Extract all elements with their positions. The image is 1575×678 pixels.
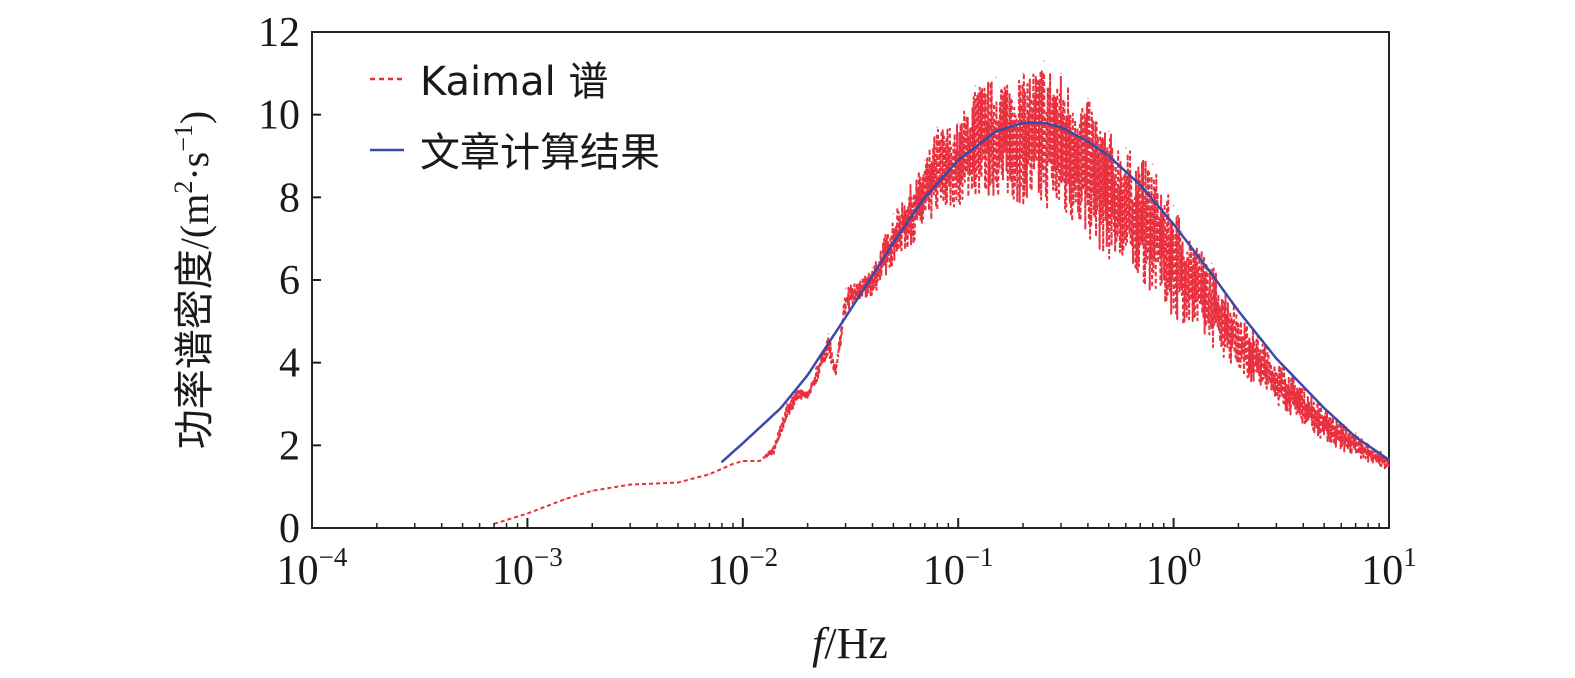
- computed-point: [779, 407, 782, 410]
- series-kaimal-line: [493, 69, 1390, 525]
- kaimal-point: [936, 126, 939, 128]
- kaimal-point: [844, 287, 847, 290]
- kaimal-point: [957, 122, 959, 124]
- y-tick-label-6: 6: [279, 258, 300, 304]
- kaimal-point: [1125, 146, 1127, 149]
- kaimal-point: [564, 498, 567, 500]
- computed-point: [1210, 272, 1213, 275]
- computed-point: [1172, 223, 1175, 226]
- kaimal-point: [1022, 72, 1024, 75]
- axis-layer: 0 2 4 6 8 10 12 10−4 10−3 10−2 10−1 100 101: [258, 10, 1417, 594]
- computed-point: [720, 460, 723, 463]
- x-tick-label: 10−1: [923, 542, 994, 594]
- legend-label-kaimal: Kaimal 谱: [420, 59, 608, 105]
- series-layer: [493, 60, 1390, 525]
- kaimal-point: [1354, 432, 1357, 434]
- computed-point: [957, 159, 960, 162]
- y-tick-label-10: 10: [258, 93, 300, 139]
- computed-point: [892, 241, 895, 244]
- kaimal-point: [924, 159, 926, 161]
- x-tick-label: 101: [1361, 542, 1417, 594]
- kaimal-point: [1210, 262, 1213, 265]
- kaimal-point: [629, 483, 631, 486]
- kaimal-point: [591, 490, 594, 492]
- kaimal-point: [815, 366, 818, 368]
- kaimal-point: [677, 481, 679, 484]
- computed-point: [1237, 310, 1240, 312]
- computed-point: [806, 374, 809, 377]
- x-tick-label: 10−3: [492, 542, 563, 594]
- kaimal-point: [759, 460, 761, 462]
- computed-point: [844, 316, 847, 319]
- kaimal-point: [806, 390, 809, 393]
- legend: Kaimal 谱 文章计算结果: [370, 59, 660, 176]
- computed-point: [1139, 183, 1142, 186]
- x-tick-label: 10−4: [277, 542, 348, 594]
- kaimal-point: [827, 332, 830, 335]
- computed-point: [1022, 121, 1025, 124]
- kaimal-point: [732, 463, 734, 465]
- kaimal-point: [859, 279, 861, 281]
- y-tick-label-0: 0: [279, 506, 300, 552]
- computed-point: [1275, 357, 1278, 360]
- computed-point: [741, 442, 744, 445]
- kaimal-point: [742, 460, 744, 462]
- kaimal-point: [1172, 204, 1175, 207]
- kaimal-point: [1043, 60, 1045, 62]
- computed-point: [1059, 126, 1062, 129]
- kaimal-point: [892, 213, 895, 215]
- plot-frame: [311, 31, 1390, 529]
- y-tick-label-12: 12: [258, 10, 300, 56]
- y-tick-label-8: 8: [279, 175, 300, 221]
- computed-point: [995, 130, 998, 133]
- y-tick-label-4: 4: [279, 341, 300, 387]
- x-tick-label: 10−2: [707, 542, 778, 594]
- y-axis-label: 功率谱密度/(m2·s−1): [169, 111, 217, 449]
- kaimal-point: [773, 444, 776, 447]
- kaimal-point: [871, 266, 874, 269]
- computed-point: [1388, 458, 1390, 461]
- y-tick-label-2: 2: [279, 423, 300, 469]
- computed-point: [871, 274, 874, 277]
- legend-label-computed: 文章计算结果: [420, 130, 660, 176]
- x-axis-label: f/Hz: [812, 619, 888, 668]
- x-tick-label: 100: [1146, 542, 1202, 594]
- kaimal-point: [1107, 130, 1110, 132]
- kaimal-point: [785, 403, 788, 405]
- computed-point: [1354, 436, 1357, 439]
- computed-point: [1107, 155, 1110, 157]
- kaimal-point: [708, 473, 711, 476]
- computed-point: [1323, 407, 1326, 410]
- kaimal-point: [1151, 163, 1154, 166]
- kaimal-point: [1087, 97, 1089, 99]
- kaimal-point: [834, 361, 837, 364]
- series-computed-line: [721, 121, 1390, 463]
- computed-point: [1042, 121, 1045, 124]
- kaimal-point: [526, 512, 529, 515]
- kaimal-point: [909, 184, 912, 186]
- kaimal-point: [1060, 72, 1062, 75]
- kaimal-point: [995, 76, 997, 79]
- computed-point: [1086, 140, 1089, 143]
- computed-point: [923, 196, 926, 199]
- kaimal-point: [974, 84, 977, 87]
